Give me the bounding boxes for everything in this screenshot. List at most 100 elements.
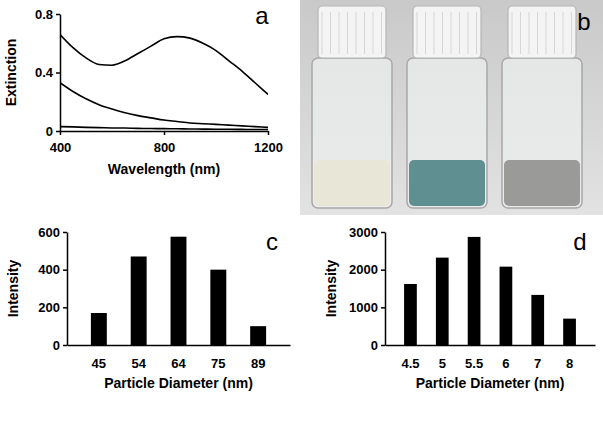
cap-ridge xyxy=(364,12,365,54)
tick: 1000 xyxy=(349,300,385,315)
tick-label: 400 xyxy=(50,140,72,155)
cap-ridge xyxy=(520,12,521,54)
cap-ridge xyxy=(476,12,477,54)
axis-line xyxy=(67,233,69,346)
tick: 45 xyxy=(92,345,106,371)
tick-label: 0 xyxy=(46,124,53,139)
cap-ridge xyxy=(512,12,513,54)
tick: 0.8 xyxy=(35,7,60,22)
cap-ridge xyxy=(381,12,382,54)
tick-label: 45 xyxy=(92,356,106,371)
plot-area xyxy=(91,237,266,345)
panel: 00.40.84008001200Wavelength (nm)Extincti… xyxy=(3,2,283,177)
tick-label: 200 xyxy=(38,300,60,315)
panel-label: b xyxy=(577,8,590,35)
bar xyxy=(91,313,107,345)
tick: 4.5 xyxy=(401,345,419,371)
cap-ridge xyxy=(417,12,418,54)
panel: 02004006004554647589Particle Diameter (n… xyxy=(5,225,291,391)
tick-mark xyxy=(63,345,67,347)
bar xyxy=(210,270,226,345)
panel-label: d xyxy=(573,228,586,255)
tick-mark xyxy=(381,345,385,347)
x-axis: 4.555.5678 xyxy=(386,345,596,371)
tick-label: 0 xyxy=(371,338,378,353)
plot-area xyxy=(404,237,576,345)
cap-ridge xyxy=(468,12,469,54)
tick: 1200 xyxy=(254,131,283,155)
tick: 5 xyxy=(439,345,446,371)
vial-liquid xyxy=(409,160,485,206)
tick: 75 xyxy=(211,345,225,371)
panel-label: c xyxy=(266,228,278,255)
y-axis: 0 0.4 0.8 xyxy=(35,7,61,139)
plot-area xyxy=(60,34,268,129)
cap-ridge xyxy=(330,12,331,54)
tick: 0 xyxy=(371,338,385,353)
tick-mark xyxy=(381,269,385,271)
y-axis: 0200400600 xyxy=(38,225,67,353)
tick: 800 xyxy=(154,131,176,155)
tick-mark xyxy=(60,131,62,135)
cap-ridge xyxy=(571,12,572,54)
vial-liquid xyxy=(504,160,580,206)
tick: 0 xyxy=(53,338,67,353)
tick: 2000 xyxy=(349,262,385,277)
tick-mark xyxy=(56,72,60,74)
x-axis-title: Particle Diameter (nm) xyxy=(104,375,253,391)
tick-mark xyxy=(63,269,67,271)
tick-mark xyxy=(63,232,67,234)
tick-label: 64 xyxy=(171,356,186,371)
panel: 01000200030004.555.5678Particle Diameter… xyxy=(323,225,596,391)
tick-label: 800 xyxy=(154,140,176,155)
bar xyxy=(531,295,544,345)
tick-label: 6 xyxy=(502,356,509,371)
cap-ridge xyxy=(347,12,348,54)
y-axis-title: Intensity xyxy=(323,260,339,318)
tick: 8 xyxy=(566,345,573,371)
cap-ridge xyxy=(339,12,340,54)
tick-label: 4.5 xyxy=(401,356,419,371)
tick: 400 xyxy=(50,131,72,155)
tick-label: 7 xyxy=(534,356,541,371)
series-line xyxy=(60,127,268,130)
x-axis-title: Particle Diameter (nm) xyxy=(416,375,565,391)
axis-line xyxy=(386,345,596,347)
tick-mark xyxy=(63,307,67,309)
tick-label: 400 xyxy=(38,262,60,277)
tick-label: 1200 xyxy=(254,140,283,155)
bar xyxy=(131,256,147,345)
tick: 6 xyxy=(502,345,509,371)
tick: 7 xyxy=(534,345,541,371)
series-line xyxy=(60,34,268,94)
cap-ridge xyxy=(442,12,443,54)
y-axis-title: Intensity xyxy=(5,260,21,318)
vial-liquid xyxy=(314,160,390,206)
bar xyxy=(468,237,481,345)
tick-mark xyxy=(164,131,166,135)
y-axis: 0 1000 2000 3000 xyxy=(349,225,385,353)
tick: 200 xyxy=(38,300,67,315)
bar xyxy=(563,319,576,345)
cap-ridge xyxy=(554,12,555,54)
cap-ridge xyxy=(537,12,538,54)
tick: 400 xyxy=(38,262,67,277)
tick: 0.4 xyxy=(35,65,60,80)
tick-label: 89 xyxy=(251,356,265,371)
tick-label: 3000 xyxy=(349,225,378,240)
series-line xyxy=(60,83,268,128)
cap-ridge xyxy=(451,12,452,54)
photo-background xyxy=(300,0,603,215)
tick-label: 8 xyxy=(566,356,573,371)
tick-mark xyxy=(56,131,60,133)
tick: 0 xyxy=(46,124,60,139)
tick-mark xyxy=(381,232,385,234)
cap-ridge xyxy=(563,12,564,54)
x-axis: 4554647589 xyxy=(68,345,291,371)
vial-glass xyxy=(407,58,487,208)
y-axis-title: Extinction xyxy=(3,39,19,107)
vial-glass xyxy=(312,58,392,208)
tick-label: 0.4 xyxy=(35,65,54,80)
tick: 64 xyxy=(171,345,186,371)
tick: 3000 xyxy=(349,225,385,240)
